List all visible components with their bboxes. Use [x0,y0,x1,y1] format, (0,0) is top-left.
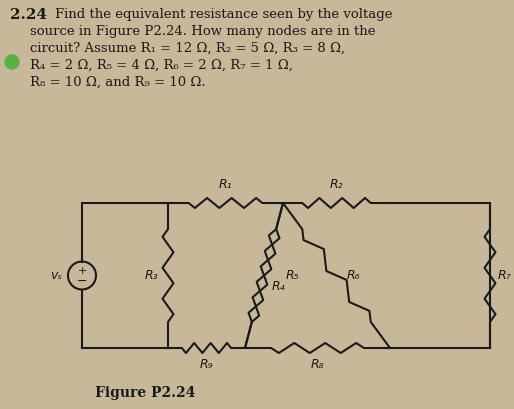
Text: vₛ: vₛ [50,269,62,282]
Text: R₄ = 2 Ω, R₅ = 4 Ω, R₆ = 2 Ω, R₇ = 1 Ω,: R₄ = 2 Ω, R₅ = 4 Ω, R₆ = 2 Ω, R₇ = 1 Ω, [30,59,293,72]
Text: R₈: R₈ [310,358,324,371]
Text: R₂: R₂ [329,178,343,191]
Text: circuit? Assume R₁ = 12 Ω, R₂ = 5 Ω, R₃ = 8 Ω,: circuit? Assume R₁ = 12 Ω, R₂ = 5 Ω, R₃ … [30,42,345,55]
Text: Find the equivalent resistance seen by the voltage: Find the equivalent resistance seen by t… [55,8,393,21]
Circle shape [5,55,19,69]
Text: R₇: R₇ [498,269,511,282]
Text: R₆: R₆ [346,269,360,282]
Text: 2.24: 2.24 [10,8,47,22]
Text: Figure P2.24: Figure P2.24 [95,386,195,400]
Text: −: − [77,275,87,288]
Text: R₉: R₉ [199,358,213,371]
Text: R₁: R₁ [218,178,232,191]
Text: R₅: R₅ [286,269,300,282]
Text: +: + [77,265,87,276]
Text: source in Figure P2.24. How many nodes are in the: source in Figure P2.24. How many nodes a… [30,25,376,38]
Text: R₃: R₃ [144,269,158,282]
Text: R₈ = 10 Ω, and R₉ = 10 Ω.: R₈ = 10 Ω, and R₉ = 10 Ω. [30,76,206,89]
Text: R₄: R₄ [272,281,286,294]
